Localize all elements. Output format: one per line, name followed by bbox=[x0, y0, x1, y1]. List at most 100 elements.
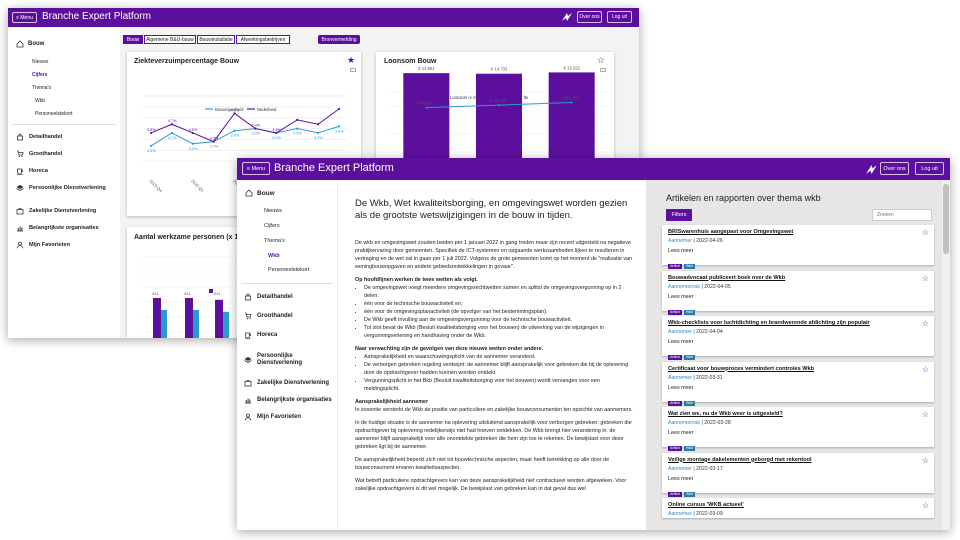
article-link[interactable]: Certificaat voor bouwproces vermindert c… bbox=[668, 365, 815, 372]
article-link[interactable]: Bouwadvocaat publiceert boek over de Wkb bbox=[668, 274, 786, 281]
search-input[interactable] bbox=[872, 209, 932, 221]
sidebar-sub-wkb[interactable]: Wkb bbox=[35, 98, 45, 104]
favorite-star-outline-icon[interactable]: ☆ bbox=[597, 55, 606, 65]
camera-icon[interactable] bbox=[600, 68, 606, 72]
favorite-star-outline-icon[interactable]: ☆ bbox=[921, 410, 929, 419]
tag-badge[interactable]: Wkb bbox=[684, 446, 696, 452]
tag-badge[interactable]: Artikel bbox=[668, 309, 682, 315]
article-link[interactable]: Wat zien we, nu de Wkb weer is uitgestel… bbox=[668, 411, 783, 417]
article-card[interactable]: Wat zien we, nu de Wkb weer is uitgestel… bbox=[662, 407, 934, 452]
camera-icon[interactable] bbox=[350, 68, 356, 72]
tag-badge[interactable]: Wkb bbox=[684, 355, 696, 361]
read-more-link[interactable]: Lees meer bbox=[668, 339, 694, 345]
tag-badge[interactable]: Artikel bbox=[668, 264, 682, 270]
tab-bouwinstallatie[interactable]: Bouwinstallatie bbox=[197, 35, 235, 44]
sidebar-sub-personeelstekort[interactable]: Personeelstekort bbox=[35, 111, 73, 117]
sidebar-item-detailhandel[interactable]: Detailhandel bbox=[16, 133, 116, 141]
article-meta: Aannemer | 2022-03-17 bbox=[668, 465, 723, 472]
logout-button[interactable]: Log uit bbox=[915, 162, 944, 175]
tag-badge[interactable]: Artikel bbox=[668, 491, 682, 497]
sidebar-item-mijn-favorieten[interactable]: Mijn Favorieten bbox=[16, 241, 116, 249]
tab-bouw[interactable]: Bouw bbox=[123, 35, 143, 44]
read-more-link[interactable]: Lees meer bbox=[668, 430, 694, 436]
sidebar-item-persoonlijke-dienstverlening[interactable]: Persoonlijke Dienstverlening bbox=[16, 184, 116, 192]
sidebar-sub-cijfers[interactable]: Cijfers bbox=[32, 72, 48, 78]
author-link[interactable]: Aannemer bbox=[668, 511, 692, 517]
house-icon bbox=[245, 189, 253, 197]
sidebar-sub-personeelstekort[interactable]: Personeelstekort bbox=[268, 267, 310, 273]
menu-button[interactable]: ≡ Menu bbox=[242, 162, 270, 175]
sidebar-sub-wkb[interactable]: Wkb bbox=[268, 253, 280, 259]
article-link[interactable]: Veilige montage dakelementen geborgd met… bbox=[668, 456, 812, 463]
tag-badge[interactable]: Wkb bbox=[684, 309, 696, 315]
tab-algemene-bu-bouw[interactable]: Algemene B&U-bouw bbox=[144, 35, 196, 44]
tag-badge[interactable]: Artikel bbox=[668, 355, 682, 361]
article-card[interactable]: BRISwarenhuis aangepast voor Omgevingswe… bbox=[662, 225, 934, 270]
sidebar-item-mijn-favorieten[interactable]: Mijn Favorieten bbox=[244, 413, 332, 421]
sidebar-item-detailhandel[interactable]: Detailhandel bbox=[244, 293, 332, 301]
tag-badge[interactable]: Artikel bbox=[668, 400, 682, 406]
favorite-star-outline-icon[interactable]: ☆ bbox=[921, 501, 929, 510]
author-link[interactable]: Aannemer bbox=[668, 374, 692, 381]
author-link[interactable]: Aannemervak bbox=[668, 420, 701, 426]
tag-badge[interactable]: Wkb bbox=[684, 400, 696, 406]
article-link[interactable]: BRISwarenhuis aangepast voor Omgevingswe… bbox=[668, 229, 794, 235]
sidebar-sub-themas[interactable]: Thema's bbox=[32, 85, 52, 91]
favorite-star-icon[interactable]: ★ bbox=[347, 55, 356, 65]
source-button[interactable]: Bronvermelding bbox=[318, 35, 360, 44]
about-button[interactable]: Over ons bbox=[577, 11, 602, 23]
read-more-link[interactable]: Lees meer bbox=[668, 248, 694, 254]
favorite-star-outline-icon[interactable]: ☆ bbox=[921, 455, 929, 465]
menu-button[interactable]: ≡ Menu bbox=[12, 12, 37, 23]
favorite-star-outline-icon[interactable]: ☆ bbox=[921, 273, 929, 283]
data-label: 3.8% bbox=[231, 134, 240, 138]
chart-title: Ziekteverzuimpercentage Bouw bbox=[134, 58, 240, 65]
sidebar-sub-themas[interactable]: Thema's bbox=[264, 238, 285, 244]
article-card[interactable]: Wkb-checklists voor luchtdichting en bra… bbox=[662, 316, 934, 361]
read-more-link[interactable]: Lees meer bbox=[668, 384, 694, 391]
article-card[interactable]: Certificaat voor bouwproces vermindert c… bbox=[662, 361, 934, 406]
author-link[interactable]: Aannemervak bbox=[668, 283, 701, 290]
article-card[interactable]: Online cursus 'WKB actueel' Aannemer | 2… bbox=[662, 498, 934, 518]
data-label: 4.7% bbox=[168, 119, 177, 123]
about-button[interactable]: Over ons bbox=[880, 162, 909, 175]
sidebar-item-zakelijke-dienstverlening[interactable]: Zakelijke Dienstverlening bbox=[16, 207, 116, 215]
tag-badge[interactable]: Wkb bbox=[684, 264, 696, 270]
scrollbar-thumb[interactable] bbox=[943, 184, 949, 254]
sidebar-item-groothandel[interactable]: Groothandel bbox=[244, 312, 332, 320]
filters-button[interactable]: Filters bbox=[666, 209, 692, 221]
brand-title: Branche Expert Platform bbox=[42, 11, 151, 22]
bar-chart: Loonsom (x mln)Loonsom per fte€ 14.861€ … bbox=[390, 65, 608, 162]
favorite-star-outline-icon[interactable]: ☆ bbox=[921, 319, 929, 328]
favorite-star-outline-icon[interactable]: ☆ bbox=[921, 228, 929, 237]
favorite-star-outline-icon[interactable]: ☆ bbox=[921, 364, 929, 374]
article-card[interactable]: Veilige montage dakelementen geborgd met… bbox=[662, 452, 934, 497]
logout-button[interactable]: Log uit bbox=[607, 11, 632, 23]
tag-badge[interactable]: Wkb bbox=[684, 491, 696, 497]
tag-badge[interactable]: Artikel bbox=[668, 446, 682, 452]
scrollbar[interactable] bbox=[942, 180, 950, 530]
sidebar-item-horeca[interactable]: Horeca bbox=[244, 331, 332, 339]
sidebar-item-bouw[interactable]: Bouw bbox=[245, 189, 275, 197]
sidebar-item-zakelijke-dienstverlening[interactable]: Zakelijke Dienstverlening bbox=[244, 379, 332, 387]
article-link[interactable]: Wkb-checklists voor luchtdichting en bra… bbox=[668, 320, 870, 326]
sidebar-item-belangrijkste-organisaties[interactable]: Belangrijkste organisaties bbox=[244, 396, 332, 404]
sidebar-item-horeca[interactable]: Horeca bbox=[16, 167, 116, 175]
sidebar-item-belangrijkste-organisaties[interactable]: Belangrijkste organisaties bbox=[16, 224, 116, 232]
sidebar-item-persoonlijke-dienstverlening[interactable]: Persoonlijke Dienstverlening bbox=[244, 353, 332, 367]
sidebar-sub-nieuws[interactable]: Nieuws bbox=[32, 59, 49, 65]
author-link[interactable]: Aannemer bbox=[668, 329, 692, 335]
sidebar-item-groothandel[interactable]: Groothandel bbox=[16, 150, 116, 158]
sidebar-sub-cijfers[interactable]: Cijfers bbox=[264, 223, 280, 229]
tab-afwerkingsbedrijven[interactable]: Afwerkingsbedrijven bbox=[236, 35, 290, 44]
article-card[interactable]: Bouwadvocaat publiceert boek over de Wkb… bbox=[662, 270, 934, 315]
data-label: 4.9% bbox=[335, 129, 344, 133]
data-label: 4.5% bbox=[293, 132, 302, 136]
read-more-link[interactable]: Lees meer bbox=[668, 293, 694, 300]
sidebar-item-bouw[interactable]: Bouw bbox=[16, 40, 44, 48]
article-link[interactable]: Online cursus 'WKB actueel' bbox=[668, 502, 744, 508]
author-link[interactable]: Aannemer bbox=[668, 238, 692, 244]
sidebar-sub-nieuws[interactable]: Nieuws bbox=[264, 208, 283, 214]
author-link[interactable]: Aannemer bbox=[668, 465, 692, 472]
read-more-link[interactable]: Lees meer bbox=[668, 475, 694, 482]
